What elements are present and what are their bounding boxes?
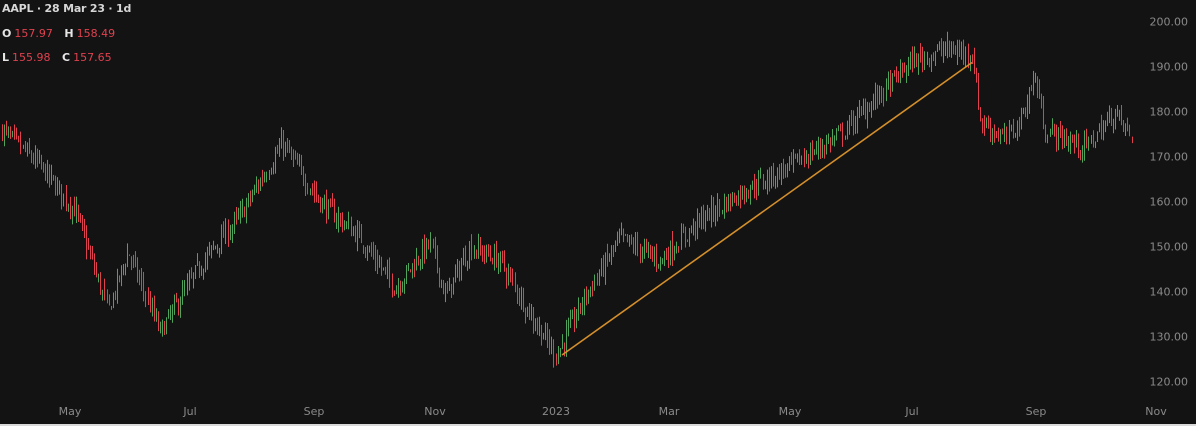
trendline-drawing[interactable] [561,61,973,356]
high-label: H [64,27,74,40]
time-tick: Nov [424,405,446,418]
bottom-border [0,424,1196,426]
high-value: 158.49 [76,27,116,40]
legend-row-open-high: O 157.97 H 158.49 [2,28,123,39]
time-tick: Mar [658,405,680,418]
low-label: L [2,51,10,64]
price-tick: 180.00 [1149,105,1189,119]
open-label: O [2,27,12,40]
time-tick: Sep [303,405,325,418]
ohlc-bars [2,31,1133,368]
price-tick: 170.00 [1149,150,1189,164]
time-tick: Jul [183,405,197,418]
open-value: 157.97 [14,27,53,40]
price-tick: 200.00 [1149,15,1189,29]
time-tick: May [778,405,802,418]
time-tick: 2023 [542,405,570,418]
price-tick: 190.00 [1149,60,1189,74]
symbol-title: AAPL · 28 Mar 23 · 1d [2,2,132,15]
price-tick: 120.00 [1149,375,1189,389]
price-tick: 160.00 [1149,195,1189,209]
time-tick: Sep [1025,405,1047,418]
price-tick: 150.00 [1149,240,1189,254]
price-tick: 140.00 [1149,285,1189,299]
legend-row-low-close: L 155.98 C 157.65 [2,52,120,63]
close-label: C [62,51,71,64]
time-tick: Nov [1145,405,1167,418]
time-tick: Jul [905,405,919,418]
low-value: 155.98 [12,51,51,64]
time-tick: May [58,405,82,418]
price-tick: 130.00 [1149,330,1189,344]
close-value: 157.65 [73,51,112,64]
